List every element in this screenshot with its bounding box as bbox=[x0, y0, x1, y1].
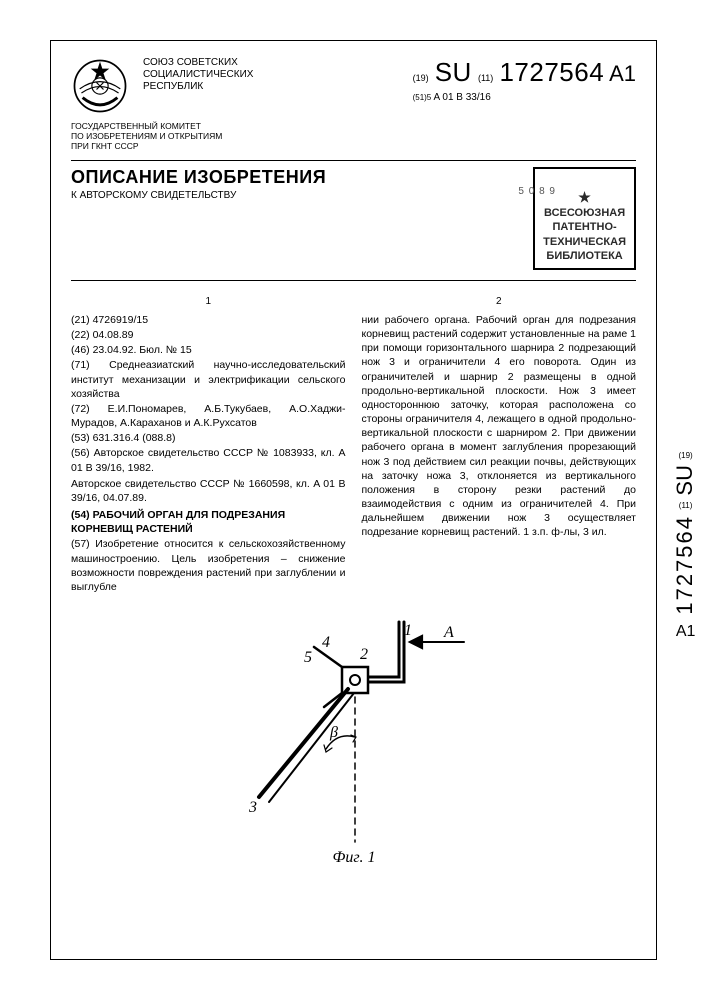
field-22: (22) 04.08.89 bbox=[71, 328, 346, 342]
field-53: (53) 631.316.4 (088.8) bbox=[71, 431, 346, 445]
field-56b: Авторское свидетельство СССР № 1660598, … bbox=[71, 477, 346, 505]
label-A: A bbox=[443, 624, 454, 641]
government-committee: ГОСУДАРСТВЕННЫЙ КОМИТЕТ ПО ИЗОБРЕТЕНИЯМ … bbox=[71, 121, 636, 152]
label-1: 1 bbox=[404, 622, 412, 639]
code-prefix-11: (11) bbox=[478, 73, 493, 83]
label-3: 3 bbox=[248, 799, 257, 816]
field-46: (46) 23.04.92. Бюл. № 15 bbox=[71, 343, 346, 357]
field-71: (71) Среднеазиатский научно-исследовател… bbox=[71, 358, 346, 401]
column-2: 2 нии рабочего органа. Рабочий орган для… bbox=[362, 295, 637, 595]
column-1: 1 (21) 4726919/15 (22) 04.08.89 (46) 23.… bbox=[71, 295, 346, 595]
library-stamp: ★ ВСЕСОЮЗНАЯ ПАТЕНТНО- ТЕХНИЧЕСКАЯ БИБЛИ… bbox=[533, 167, 636, 271]
side-prefix-11: (11) bbox=[670, 500, 701, 511]
field-56a: (56) Авторское свидетельство СССР № 1083… bbox=[71, 446, 346, 474]
label-beta: β bbox=[329, 724, 338, 741]
document-subtitle: К АВТОРСКОМУ СВИДЕТЕЛЬСТВУ bbox=[71, 190, 519, 201]
stamp-text: ВСЕСОЮЗНАЯ ПАТЕНТНО- ТЕХНИЧЕСКАЯ БИБЛИОТ… bbox=[543, 207, 626, 262]
document-codes: (19) SU (11) 1727564 A1 (51)5 A 01 B 33/… bbox=[413, 57, 636, 103]
country-code: SU bbox=[435, 57, 472, 87]
title-row: ОПИСАНИЕ ИЗОБРЕТЕНИЯ К АВТОРСКОМУ СВИДЕТ… bbox=[71, 167, 636, 271]
side-country: SU bbox=[670, 465, 701, 496]
side-number: 1727564 bbox=[670, 515, 701, 615]
ipc-prefix: (51)5 bbox=[413, 93, 432, 102]
label-2: 2 bbox=[360, 646, 368, 663]
figure-caption: Фиг. 1 bbox=[332, 849, 375, 866]
side-document-code: (19) SU (11) 1727564 A1 bbox=[670, 450, 701, 643]
field-21: (21) 4726919/15 bbox=[71, 313, 346, 327]
abstract-text: нии рабочего органа. Рабочий орган для п… bbox=[362, 313, 637, 540]
label-5: 5 bbox=[304, 649, 312, 666]
field-57-start: (57) Изобретение относится к сельскохозя… bbox=[71, 537, 346, 594]
figure-1: 1 2 3 4 5 A β Фиг. 1 bbox=[71, 607, 636, 887]
divider bbox=[71, 280, 636, 281]
side-prefix-19: (19) bbox=[670, 450, 701, 461]
divider bbox=[71, 160, 636, 161]
text-columns: 1 (21) 4726919/15 (22) 04.08.89 (46) 23.… bbox=[71, 295, 636, 595]
ussr-emblem-icon bbox=[71, 57, 129, 115]
col2-number: 2 bbox=[362, 295, 637, 309]
field-72: (72) Е.И.Пономарев, А.Б.Тукубаев, А.О.Ха… bbox=[71, 402, 346, 430]
kind-code: A1 bbox=[609, 61, 636, 86]
stamp-number: 5 0 8 9 bbox=[518, 186, 556, 197]
document-title: ОПИСАНИЕ ИЗОБРЕТЕНИЯ bbox=[71, 167, 519, 188]
col1-number: 1 bbox=[71, 295, 346, 309]
code-prefix-19: (19) bbox=[413, 73, 429, 83]
issuing-org: СОЮЗ СОВЕТСКИХ СОЦИАЛИСТИЧЕСКИХ РЕСПУБЛИ… bbox=[143, 57, 399, 93]
field-54: (54) РАБОЧИЙ ОРГАН ДЛЯ ПОДРЕЗАНИЯ КОРНЕВ… bbox=[71, 508, 346, 536]
side-kind: A1 bbox=[670, 621, 701, 643]
star-icon: ★ bbox=[578, 189, 591, 205]
patent-number: 1727564 bbox=[499, 57, 604, 87]
ipc-code: A 01 B 33/16 bbox=[434, 92, 491, 103]
header: СОЮЗ СОВЕТСКИХ СОЦИАЛИСТИЧЕСКИХ РЕСПУБЛИ… bbox=[71, 57, 636, 115]
label-4: 4 bbox=[322, 634, 330, 651]
page-frame: СОЮЗ СОВЕТСКИХ СОЦИАЛИСТИЧЕСКИХ РЕСПУБЛИ… bbox=[50, 40, 657, 960]
